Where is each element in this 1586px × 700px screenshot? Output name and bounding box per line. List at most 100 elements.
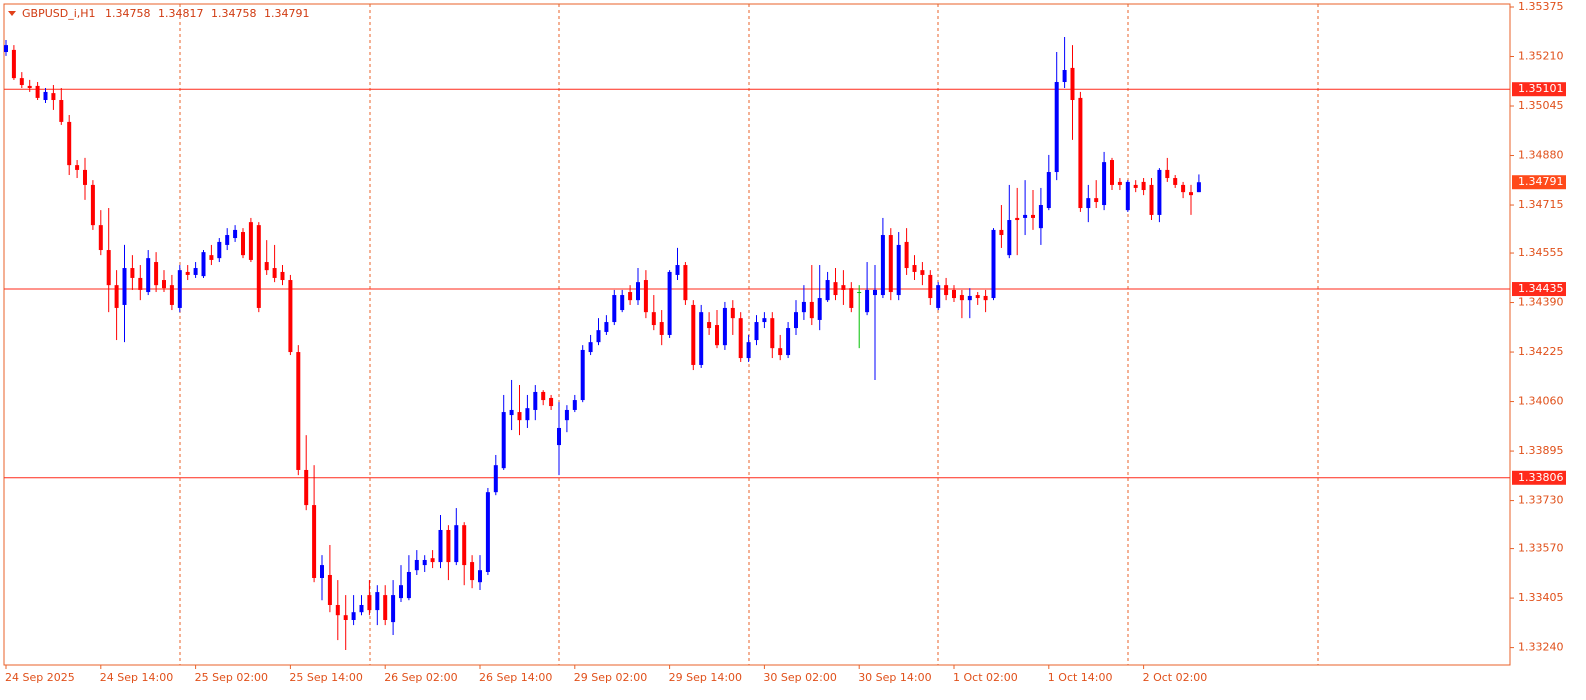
x-tick-label: 25 Sep 14:00 — [289, 671, 362, 684]
level-label-bg — [1512, 282, 1566, 297]
candle-body — [248, 222, 253, 260]
candle-body — [478, 570, 482, 583]
candle-body — [1181, 184, 1186, 193]
candle-body — [114, 285, 119, 308]
candle-body — [509, 409, 514, 416]
candle-body — [636, 282, 640, 301]
y-tick-label: 1.34225 — [1518, 345, 1564, 358]
menu-triangle[interactable] — [8, 11, 16, 16]
candle-body — [343, 615, 348, 620]
candle-body — [612, 295, 617, 323]
candle-body — [651, 312, 656, 326]
candle-body — [1133, 184, 1138, 188]
candle-body — [75, 165, 80, 170]
candle-body — [256, 225, 261, 308]
candle-body — [786, 328, 791, 356]
candle-body — [604, 322, 609, 332]
candle-body — [1015, 217, 1020, 221]
candle-body — [1196, 182, 1201, 193]
candle-body — [4, 45, 8, 53]
candle-body — [944, 285, 949, 296]
candle-body — [691, 304, 696, 365]
candle-body — [35, 85, 40, 98]
candle-body — [952, 289, 956, 299]
candle-body — [51, 93, 56, 101]
x-tick-label: 26 Sep 02:00 — [384, 671, 457, 684]
candle-body — [193, 268, 198, 275]
candle-body — [485, 492, 490, 572]
level-label: 1.34435 — [1518, 282, 1564, 295]
candle-body — [320, 565, 324, 578]
candle-body — [541, 391, 546, 401]
candle-body — [880, 235, 885, 296]
candle-body — [778, 348, 783, 356]
x-tick-label: 26 Sep 14:00 — [479, 671, 552, 684]
candle-body — [454, 525, 459, 563]
candle-body — [722, 307, 727, 346]
candle-body — [1023, 214, 1028, 218]
candle-body — [959, 295, 964, 301]
candle-body — [667, 271, 672, 335]
candle-body — [233, 229, 238, 239]
candle-body — [833, 282, 838, 296]
candle-body — [146, 258, 151, 293]
candle-body — [517, 412, 522, 421]
y-tick-label: 1.34715 — [1518, 198, 1564, 211]
x-tick-label: 2 Oct 02:00 — [1143, 671, 1208, 684]
candle-body — [557, 427, 561, 446]
candle-body — [794, 312, 798, 329]
candle-body — [983, 295, 988, 301]
candle-body — [383, 595, 388, 620]
candle-body — [225, 235, 230, 245]
candle-body — [335, 604, 340, 616]
candle-body — [414, 559, 419, 571]
candle-body — [312, 505, 317, 578]
candle-body — [430, 558, 435, 563]
candle-body — [596, 330, 601, 343]
candle-body — [19, 78, 24, 86]
candle-body — [399, 585, 403, 599]
candle-body — [762, 318, 767, 323]
candle-body — [699, 312, 704, 365]
candles — [4, 37, 1201, 650]
candle-body — [564, 409, 569, 421]
candle-body — [707, 322, 712, 329]
candle-body — [1165, 169, 1170, 179]
candle-body — [1031, 214, 1035, 218]
x-tick-label: 1 Oct 14:00 — [1048, 671, 1113, 684]
candle-body — [1054, 82, 1059, 173]
symbol: GBPUSD_i,H1 — [22, 7, 96, 20]
candle-body — [549, 397, 554, 407]
candle-body — [217, 241, 222, 259]
candle-body — [1078, 97, 1083, 209]
candle-body — [809, 301, 814, 319]
chart-header: GBPUSD_i,H1 1.34758 1.34817 1.34758 1.34… — [22, 7, 310, 20]
x-tick-label: 25 Sep 02:00 — [195, 671, 268, 684]
candle-body — [438, 529, 443, 563]
candle-body — [730, 307, 735, 319]
candle-body — [888, 235, 893, 293]
candle-body — [27, 85, 32, 89]
candle-body — [288, 280, 293, 353]
candle-body — [130, 268, 135, 278]
price-label: 1.34791 — [1518, 175, 1564, 188]
x-tick-label: 1 Oct 02:00 — [953, 671, 1018, 684]
candle-body — [1007, 220, 1012, 256]
candle-body — [90, 184, 95, 226]
candle-body — [936, 285, 941, 308]
plot-frame — [3, 3, 1511, 666]
candle-body — [525, 408, 530, 421]
candle-body — [588, 342, 593, 353]
y-tick-label: 1.34555 — [1518, 246, 1564, 259]
candle-body — [122, 268, 127, 305]
y-tick-label: 1.33240 — [1518, 641, 1564, 654]
y-tick-label: 1.33570 — [1518, 542, 1564, 555]
candle-body — [817, 298, 822, 320]
candle-body — [754, 322, 759, 341]
candle-body — [841, 285, 846, 290]
candle-body — [11, 49, 16, 79]
candle-body — [106, 250, 111, 286]
candle-body — [801, 301, 806, 313]
